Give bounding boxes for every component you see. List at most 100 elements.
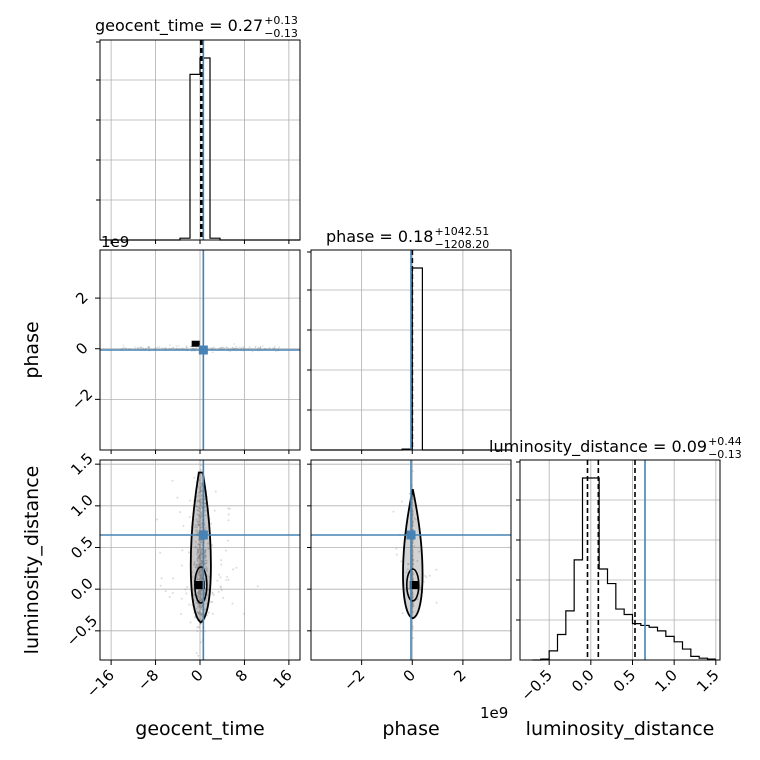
sample-point [190,345,192,348]
sample-point [198,539,201,542]
sample-point [196,530,199,533]
sample-point [205,509,208,512]
sample-point [220,563,223,566]
sample-point [203,562,206,565]
sample-point [200,552,203,555]
sample-point [216,579,219,582]
sample-point [180,564,183,567]
sample-point [198,519,201,522]
sample-point [171,592,174,595]
sample-point [395,553,398,556]
y-tick-label-phase: 0 [72,339,91,358]
sample-point [196,526,199,529]
sample-point [412,636,415,639]
sample-point [140,346,142,349]
sample-point [248,346,251,348]
sample-point [189,499,192,502]
sample-point [204,502,207,505]
sample-point [196,553,199,556]
sample-point [411,602,414,605]
sample-point [200,573,203,576]
sample-point [411,596,414,599]
sample-point [199,604,202,607]
sample-point [256,585,259,588]
sample-point [142,347,144,349]
sample-point [411,610,414,613]
sample-point [411,549,414,552]
sample-point [411,578,414,581]
sample-point [411,542,414,545]
sample-point [197,506,200,509]
sample-point [199,574,202,577]
title-upper-error: +1042.51 [434,225,489,238]
sample-point [175,345,178,348]
sample-point [227,539,230,542]
sample-point [254,345,257,348]
sample-point [278,346,281,349]
sample-point [411,528,414,531]
sample-point [411,558,414,561]
sample-point [199,486,202,489]
sample-point [198,599,201,602]
sample-point [406,562,409,565]
sample-point [198,594,201,597]
sample-point [194,616,197,619]
sample-point [196,575,199,578]
sample-point [259,347,261,350]
sample-point [275,350,277,353]
sample-point [122,344,125,347]
sample-point [254,346,257,349]
sample-point [203,550,206,553]
sample-point [200,498,203,501]
sample-point [198,554,201,557]
sample-point [199,595,202,598]
sample-point [197,573,200,576]
sample-point [196,524,199,527]
sample-point [199,593,202,596]
sample-point [137,347,140,349]
sample-point [156,346,159,349]
sample-point [411,573,414,576]
sample-point [213,509,216,512]
sample-point [411,550,414,553]
sample-point [222,346,225,349]
sample-point [196,520,199,523]
sample-point [197,611,200,614]
sample-point [199,594,202,597]
sample-point [411,539,414,542]
sample-point [144,347,147,350]
sample-point [200,588,203,591]
sample-point [198,524,201,527]
sample-point [164,590,167,593]
sample-point [395,547,398,550]
sample-point [182,524,185,527]
sample-point [197,521,200,524]
sample-point [411,595,414,598]
panel-content [100,250,300,450]
sample-point [411,601,414,604]
sample-point [205,602,208,605]
injection-marker [198,345,208,355]
sample-point [411,514,414,517]
sample-point [211,591,214,594]
sample-point [197,572,200,575]
sample-point [411,539,414,542]
sample-point [200,559,203,562]
panel-phase-hist [307,249,512,451]
sample-point [195,601,198,604]
sample-point [225,346,227,348]
x-tick-label-luminosity_distance: −0.5 [518,666,556,704]
sample-point [214,490,217,493]
sample-point [198,592,201,595]
sample-point [224,549,227,552]
sample-point [265,347,267,350]
sample-point [203,505,206,508]
sample-point [200,557,203,560]
sample-point [435,601,438,604]
sample-point [192,347,194,350]
sample-point [193,593,196,596]
sample-point [428,574,431,577]
sample-point [139,346,142,348]
sample-point [198,578,201,581]
sample-point [411,562,414,565]
